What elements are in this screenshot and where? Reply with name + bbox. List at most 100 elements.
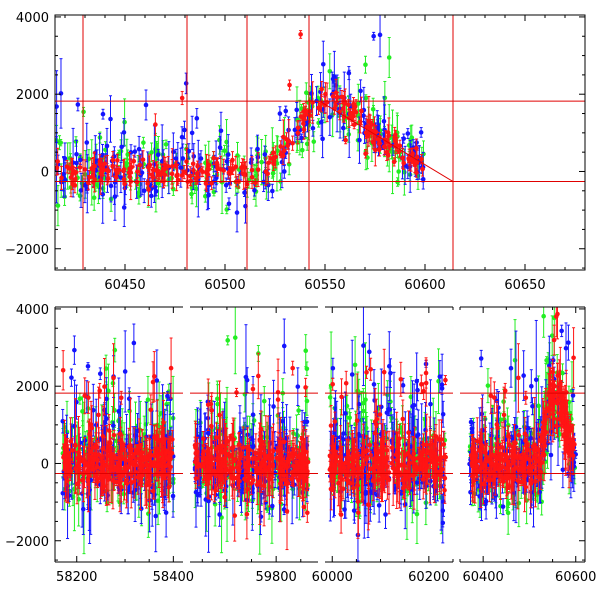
data-point [226, 201, 232, 207]
data-point [420, 166, 425, 172]
data-point [108, 116, 113, 122]
data-point [63, 463, 68, 469]
data-point [218, 128, 224, 134]
data-point [58, 140, 64, 145]
data-point [119, 473, 125, 479]
data-point [310, 125, 316, 131]
data-point [301, 116, 307, 122]
data-point [346, 70, 352, 76]
data-point [320, 136, 325, 142]
data-point [340, 125, 346, 131]
data-point [377, 146, 382, 152]
data-point [255, 146, 260, 152]
data-point [102, 384, 107, 389]
data-point [59, 175, 64, 181]
data-point [110, 423, 116, 428]
data-point [147, 478, 152, 484]
data-point [111, 432, 117, 438]
data-point [270, 188, 275, 194]
data-point [168, 396, 173, 402]
data-point [121, 130, 127, 135]
data-point [371, 33, 376, 39]
data-point [113, 175, 119, 180]
data-point [198, 156, 204, 161]
data-point [161, 459, 167, 465]
plot-frame [54, 14, 586, 271]
data-point [148, 407, 154, 413]
data-point [223, 182, 229, 188]
data-point [167, 454, 172, 459]
data-point [228, 170, 233, 175]
data-point [122, 119, 127, 125]
data-point [346, 102, 351, 108]
data-point [215, 164, 220, 170]
data-point [409, 135, 415, 140]
data-point [387, 143, 393, 149]
data-point [363, 151, 368, 157]
data-point [211, 155, 216, 161]
data-point [307, 113, 313, 118]
data-point [118, 438, 124, 443]
data-point [163, 142, 169, 147]
data-point [259, 159, 264, 165]
data-point [300, 147, 305, 153]
data-point [224, 207, 230, 212]
data-point [373, 147, 378, 153]
data-point [405, 131, 411, 136]
data-point [141, 140, 146, 145]
data-point [205, 166, 210, 172]
data-point [168, 464, 173, 470]
data-point [146, 187, 151, 192]
data-point [242, 190, 247, 195]
data-point [252, 188, 257, 193]
data-point [108, 468, 114, 473]
data-point [88, 449, 94, 455]
data-point [82, 167, 88, 172]
data-point [110, 157, 116, 163]
data-point [230, 157, 235, 163]
data-point [96, 412, 101, 418]
data-point [186, 149, 192, 154]
data-point [171, 149, 176, 155]
data-point [139, 170, 145, 176]
data-point [401, 160, 406, 166]
data-point [121, 167, 127, 172]
data-point [413, 145, 419, 151]
data-point [149, 172, 155, 178]
data-point [122, 181, 127, 187]
data-point [311, 139, 317, 144]
data-point [170, 493, 176, 499]
data-point [131, 478, 137, 484]
data-point [68, 438, 73, 444]
data-point [294, 107, 300, 113]
data-point [97, 371, 103, 377]
data-point [271, 161, 276, 166]
data-point [137, 162, 143, 168]
data-point [347, 111, 353, 117]
x-tick-label: 58400 [153, 570, 194, 585]
data-point [385, 130, 391, 135]
data-point [320, 61, 326, 67]
data-point [136, 146, 142, 152]
data-point [280, 153, 286, 159]
data-point [118, 484, 124, 490]
data-point [318, 119, 324, 125]
data-point [304, 141, 310, 147]
data-point [66, 493, 72, 498]
data-point [78, 188, 84, 193]
data-point [195, 171, 200, 177]
data-point [132, 459, 138, 464]
data-point [110, 380, 116, 386]
data-point [123, 458, 129, 463]
top-chart-panel: −2000 0 2000 4000 60450 60500 60550 60600 60650 [5, 11, 586, 293]
plot-area [55, 323, 183, 555]
bottom-chart-panel: 58200 58400 59800 60000 60200 60400 60600−2000… [5, 303, 596, 585]
data-point [153, 188, 159, 194]
data-point [131, 158, 137, 164]
data-point [363, 62, 368, 67]
data-point [165, 163, 171, 169]
data-point [121, 491, 127, 497]
x-tick-label: 60650 [504, 278, 545, 293]
data-point [77, 165, 83, 170]
